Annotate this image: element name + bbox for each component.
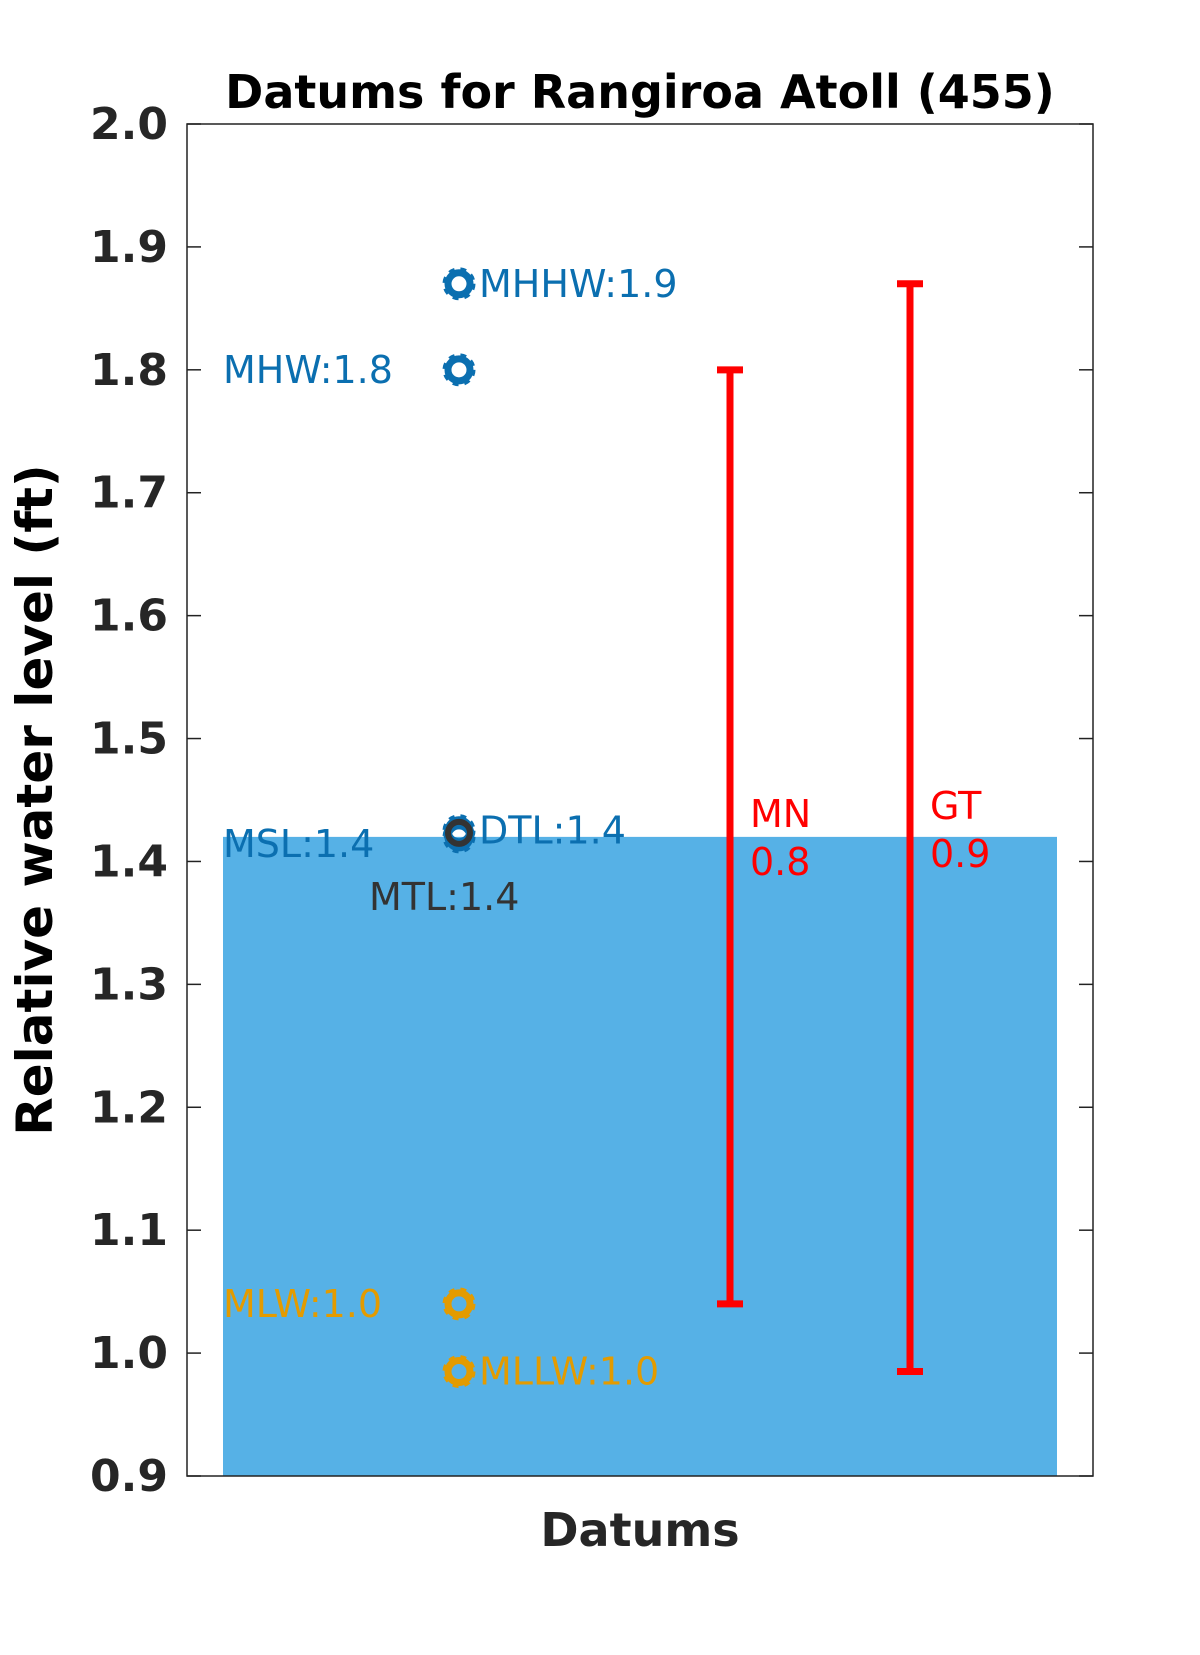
y-tick-label: 0.9 xyxy=(90,1451,168,1502)
y-tick-label: 2.0 xyxy=(90,99,168,150)
datum-label: MLW:1.0 xyxy=(223,1282,382,1326)
datum-label: MLLW:1.0 xyxy=(479,1350,659,1394)
datum-marker xyxy=(445,818,473,847)
y-axis-label: Relative water level (ft) xyxy=(6,464,64,1136)
datum-marker-ring xyxy=(442,267,476,301)
datum-marker-ring xyxy=(442,820,476,854)
chart-title: Datums for Rangiroa Atoll (455) xyxy=(225,65,1055,119)
datum-marker xyxy=(444,1289,474,1319)
y-tick-label: 1.2 xyxy=(90,1082,168,1133)
datum-label: MHW:1.8 xyxy=(223,348,393,392)
y-tick-label: 1.6 xyxy=(90,591,168,642)
y-tick-label: 1.8 xyxy=(90,345,168,396)
range-value-gt: 0.9 xyxy=(930,832,990,876)
datum-label: MTL:1.4 xyxy=(369,875,519,919)
datum-marker-ring xyxy=(442,1287,476,1321)
datum-label: DTL:1.4 xyxy=(479,809,626,853)
range-label-gt: GT xyxy=(930,784,982,828)
y-tick-label: 1.9 xyxy=(90,222,168,273)
datum-marker-ring xyxy=(442,353,476,387)
y-tick-label: 1.3 xyxy=(90,959,168,1010)
datum-label: MHHW:1.9 xyxy=(479,262,678,306)
y-tick-label: 1.0 xyxy=(90,1328,168,1379)
plot-frame xyxy=(186,123,1094,1477)
y-tick-label: 1.4 xyxy=(90,836,168,887)
range-label-mn: MN xyxy=(750,792,811,836)
datum-marker xyxy=(444,355,474,385)
y-tick-label: 1.7 xyxy=(90,468,168,519)
datum-label: MSL:1.4 xyxy=(223,822,374,866)
datum-marker xyxy=(444,1357,474,1387)
datum-marker xyxy=(444,269,474,299)
y-tick-label: 1.5 xyxy=(90,714,168,765)
datum-marker-ring xyxy=(442,1355,476,1389)
y-tick-label: 1.1 xyxy=(90,1205,168,1256)
range-value-mn: 0.8 xyxy=(750,840,810,884)
x-axis-label: Datums xyxy=(540,1503,739,1557)
